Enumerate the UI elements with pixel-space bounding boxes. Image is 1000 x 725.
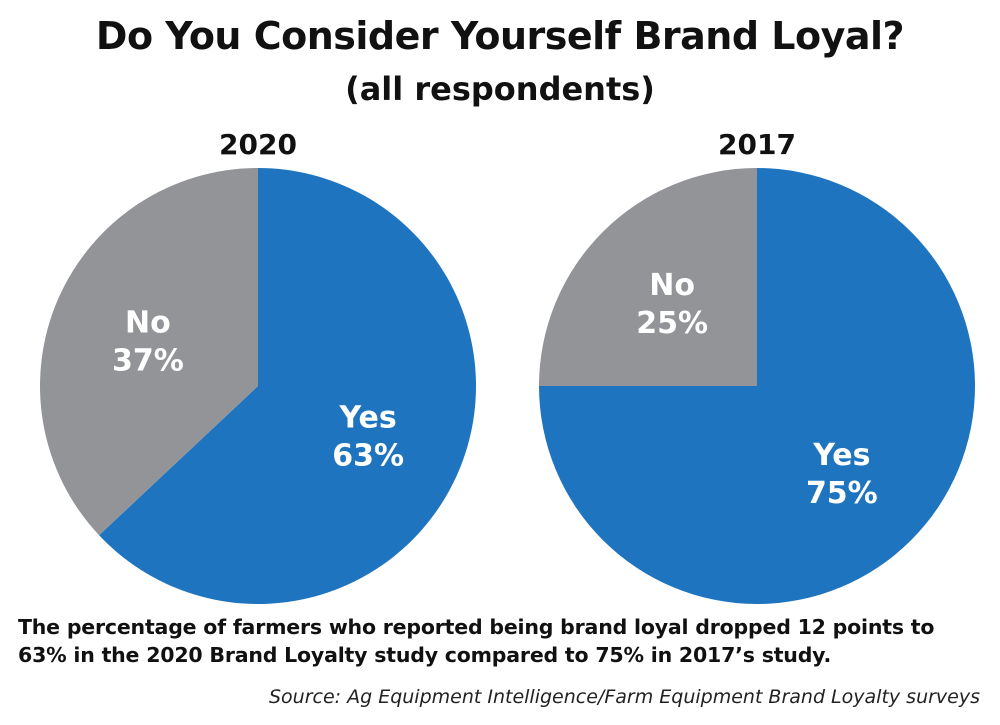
pie-slice-2020-no [40, 168, 259, 536]
pie-label-2017-no-name: No [649, 268, 695, 303]
pie-title-2020: 2020 [219, 128, 297, 161]
pie-label-2020-no-name: No [125, 305, 171, 340]
pie-slice-2020-yes [99, 168, 477, 604]
pie-label-2020-no-value: 37% [112, 343, 184, 378]
pie-label-2020-yes-name: Yes [339, 401, 397, 436]
pie-label-2017-yes-value: 75% [806, 476, 878, 511]
pie-chart-2020: Yes 63% No 37% [40, 168, 477, 604]
pie-slice-2017-no [539, 168, 757, 386]
source-note: Source: Ag Equipment Intelligence/Farm E… [268, 686, 980, 708]
pie-chart-2017: Yes 75% No 25% [539, 168, 975, 604]
pie-label-2020-no: No 37% [112, 305, 184, 378]
pie-label-2020-yes: Yes 63% [332, 401, 404, 474]
pie-label-2020-yes-value: 63% [332, 439, 404, 474]
chart-title: Do You Consider Yourself Brand Loyal? [95, 14, 905, 58]
caption-line-1: The percentage of farmers who reported b… [18, 615, 935, 639]
pie-label-2017-no-value: 25% [636, 306, 708, 341]
pie-label-2017-yes: Yes 75% [806, 438, 878, 511]
chart-subtitle: (all respondents) [345, 70, 655, 108]
caption-line-2: 63% in the 2020 Brand Loyalty study comp… [18, 643, 832, 667]
caption: The percentage of farmers who reported b… [18, 613, 988, 669]
pie-title-2017: 2017 [718, 128, 796, 161]
pie-label-2017-no: No 25% [636, 268, 708, 341]
pie-label-2017-yes-name: Yes [812, 438, 870, 473]
